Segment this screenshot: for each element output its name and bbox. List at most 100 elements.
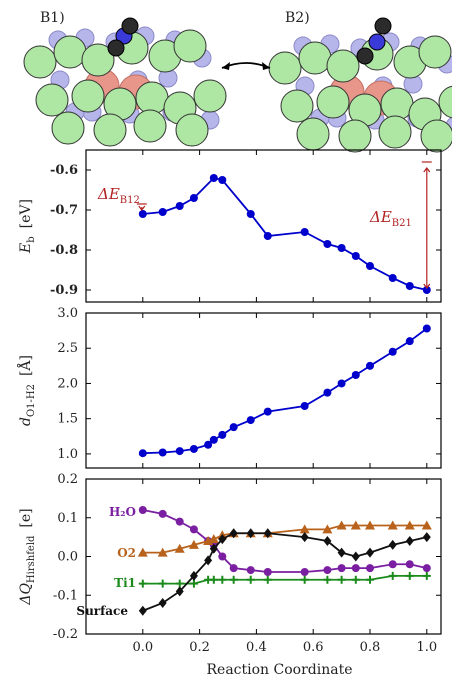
data-point bbox=[175, 586, 184, 597]
data-point bbox=[366, 564, 374, 573]
data-point bbox=[337, 564, 346, 573]
x-tick-label: 0.8 bbox=[360, 640, 381, 655]
series-o2 bbox=[137, 520, 432, 557]
data-point bbox=[218, 575, 227, 584]
plot-panel-3: 0.2 0.1 0.0 -0.1 -0.2 0.0 0.2 0.4 0.6 0.8 1.0 ΔQHir… bbox=[18, 472, 442, 678]
data-point bbox=[300, 402, 309, 410]
y-tick-label: 0.0 bbox=[57, 550, 78, 565]
data-point bbox=[300, 568, 309, 576]
series-line bbox=[142, 509, 427, 573]
data-point bbox=[138, 605, 147, 616]
legend-label: H₂O bbox=[109, 505, 136, 519]
data-point bbox=[175, 447, 184, 456]
molecule-atom bbox=[107, 39, 125, 57]
series-1 bbox=[138, 174, 431, 294]
data-point bbox=[300, 228, 309, 236]
data-point bbox=[336, 520, 347, 530]
series-1 bbox=[138, 324, 431, 458]
atom bbox=[175, 113, 209, 147]
data-point bbox=[209, 543, 218, 554]
data-point bbox=[175, 579, 184, 588]
data-point bbox=[229, 564, 238, 573]
data-point bbox=[323, 388, 332, 397]
data-point bbox=[299, 524, 310, 534]
data-point bbox=[246, 528, 255, 539]
annotation-arrowhead bbox=[423, 167, 431, 173]
atom bbox=[173, 29, 207, 63]
data-point bbox=[366, 262, 374, 270]
atom bbox=[298, 41, 332, 75]
molecule-atom bbox=[121, 17, 139, 35]
data-point bbox=[366, 361, 374, 370]
y-tick-label: 2.5 bbox=[57, 341, 78, 356]
atom bbox=[420, 119, 452, 153]
x-tick-label: 0.4 bbox=[246, 640, 267, 655]
series-line bbox=[142, 574, 427, 585]
atom bbox=[438, 85, 452, 119]
x-tick-label: 0.2 bbox=[189, 640, 210, 655]
data-point bbox=[351, 564, 360, 573]
series-ho bbox=[138, 506, 431, 576]
delta-b21-label: ΔEB21 bbox=[369, 208, 412, 229]
data-point bbox=[337, 379, 346, 388]
annotation-arrowhead bbox=[423, 283, 431, 289]
x-tick-label: 0.0 bbox=[132, 640, 153, 655]
data-point bbox=[300, 532, 309, 543]
data-point bbox=[158, 509, 167, 518]
panel-label-b1: B1) bbox=[40, 10, 65, 26]
data-point bbox=[209, 435, 218, 444]
legend-label: Surface bbox=[76, 604, 128, 618]
atom bbox=[378, 115, 412, 149]
atom bbox=[81, 43, 115, 77]
data-point bbox=[263, 575, 272, 584]
molecule-atom bbox=[356, 47, 374, 65]
y-axis-label: Eb[eV] bbox=[18, 199, 37, 254]
data-point bbox=[246, 566, 255, 575]
data-point bbox=[405, 571, 414, 580]
data-point bbox=[158, 598, 167, 608]
atom bbox=[133, 109, 167, 143]
y-tick-label: 0.1 bbox=[57, 511, 78, 526]
data-point bbox=[218, 534, 227, 545]
y-tick-label: 3.0 bbox=[57, 306, 78, 321]
data-point bbox=[388, 560, 397, 569]
atom bbox=[268, 51, 302, 85]
data-point bbox=[405, 337, 414, 346]
data-point bbox=[322, 524, 333, 534]
data-point bbox=[188, 539, 199, 549]
atom bbox=[93, 113, 127, 147]
y-axis-label: ΔQHirshfeld[e] bbox=[18, 508, 37, 605]
y-tick-label: -0.6 bbox=[50, 163, 78, 178]
y-tick-label: 1.0 bbox=[57, 447, 78, 462]
data-point bbox=[404, 520, 415, 530]
data-point bbox=[138, 506, 147, 514]
atom bbox=[280, 89, 314, 123]
series-ti1 bbox=[138, 571, 431, 588]
data-point bbox=[422, 324, 431, 333]
y-axis-label: dO1-H2[Å] bbox=[16, 355, 37, 426]
data-point bbox=[229, 575, 238, 584]
data-point bbox=[175, 517, 184, 526]
atom bbox=[338, 119, 372, 153]
data-point bbox=[204, 555, 213, 566]
data-point bbox=[246, 575, 255, 584]
data-point bbox=[323, 575, 332, 584]
delta-b12-label: ΔEB12 bbox=[97, 185, 140, 206]
series-line bbox=[142, 177, 428, 291]
data-point bbox=[174, 543, 185, 553]
atom bbox=[418, 35, 452, 69]
data-point bbox=[229, 528, 238, 539]
data-point bbox=[365, 520, 375, 530]
data-point bbox=[405, 536, 414, 546]
data-point bbox=[366, 547, 374, 558]
data-point bbox=[189, 579, 198, 588]
series-line bbox=[142, 532, 427, 612]
data-point bbox=[218, 552, 227, 561]
data-point bbox=[246, 210, 255, 218]
plot-frame bbox=[85, 149, 442, 303]
legend-label: Ti1 bbox=[114, 576, 136, 590]
data-point bbox=[246, 416, 255, 425]
data-point bbox=[138, 449, 147, 458]
data-point bbox=[351, 252, 360, 260]
